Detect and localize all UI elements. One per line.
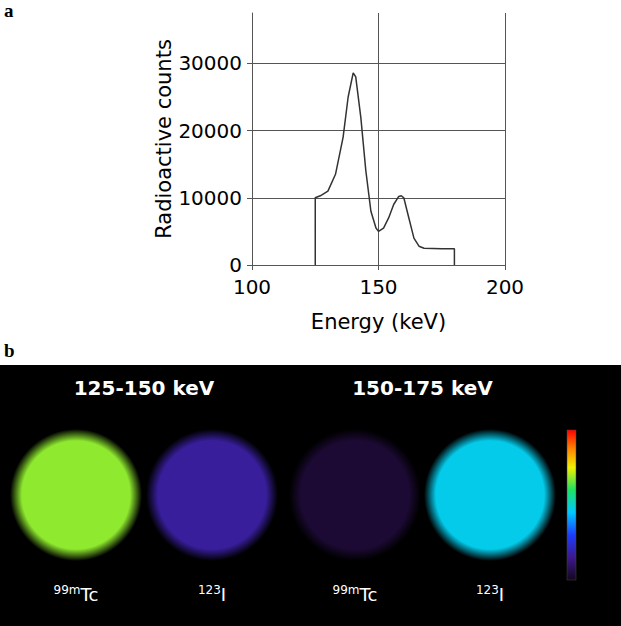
svg-text:20000: 20000 <box>178 119 242 143</box>
svg-text:99mTc: 99mTc <box>54 583 99 605</box>
html-text:a: a <box>4 0 14 21</box>
svg-text:10000: 10000 <box>178 186 242 210</box>
svg-text:200: 200 <box>486 275 524 299</box>
svg-text:99mTc: 99mTc <box>333 583 378 605</box>
svg-text:30000: 30000 <box>178 51 242 75</box>
svg-text:123I: 123I <box>476 583 504 605</box>
svg-text:150-175 keV: 150-175 keV <box>352 376 493 400</box>
svg-text:Energy (keV): Energy (keV) <box>311 310 446 334</box>
html-text:b: b <box>4 340 15 361</box>
svg-text:Radioactive counts: Radioactive counts <box>152 39 176 239</box>
svg-text:150: 150 <box>359 275 397 299</box>
svg-text:123I: 123I <box>198 583 226 605</box>
svg-text:125-150 keV: 125-150 keV <box>74 376 215 400</box>
svg-text:0: 0 <box>229 253 242 277</box>
svg-text:100: 100 <box>233 275 271 299</box>
